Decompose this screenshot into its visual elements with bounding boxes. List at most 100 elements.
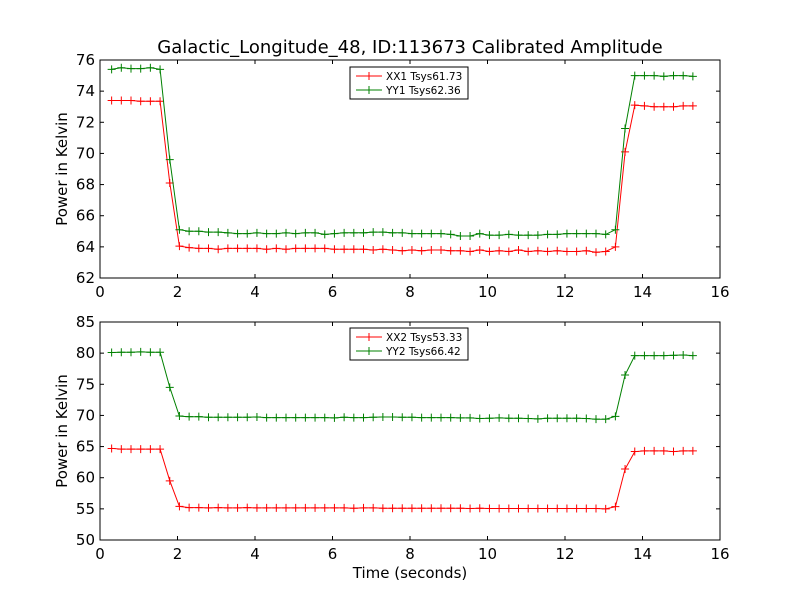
data-point — [311, 244, 320, 253]
data-point — [427, 229, 436, 238]
data-point — [446, 230, 455, 239]
data-point — [485, 414, 494, 423]
data-point — [136, 97, 145, 106]
data-point — [291, 413, 300, 422]
data-point — [359, 245, 368, 254]
data-point — [407, 229, 416, 238]
data-point — [688, 101, 697, 110]
data-point — [582, 246, 591, 255]
data-point — [533, 414, 542, 423]
x-tick-label: 6 — [328, 545, 338, 563]
data-point — [640, 351, 649, 360]
data-point — [340, 503, 349, 512]
data-point — [320, 413, 329, 422]
data-point — [427, 245, 436, 254]
data-point — [223, 228, 232, 237]
data-point — [233, 413, 242, 422]
data-point — [533, 246, 542, 255]
data-point — [601, 247, 610, 256]
y-tick-label: 72 — [76, 113, 95, 131]
data-point — [543, 504, 552, 513]
data-point — [553, 414, 562, 423]
legend: XX1 Tsys61.73 YY1 Tsys62.36 — [349, 66, 469, 100]
legend-marker — [365, 333, 373, 341]
data-point — [417, 413, 426, 422]
data-point — [262, 503, 271, 512]
data-point — [485, 247, 494, 256]
y-tick-label: 70 — [76, 406, 95, 424]
data-point — [194, 227, 203, 236]
data-point — [514, 504, 523, 513]
x-tick-label: 0 — [95, 283, 105, 301]
data-point — [582, 229, 591, 238]
data-point — [272, 413, 281, 422]
data-point — [243, 503, 252, 512]
data-point — [524, 247, 533, 256]
y-tick-label: 70 — [76, 144, 95, 162]
x-tick-label: 14 — [633, 545, 652, 563]
legend-label: XX2 Tsys53.33 — [386, 332, 462, 344]
data-point — [524, 504, 533, 513]
legend-box — [349, 66, 469, 100]
series-2-1 — [107, 444, 697, 513]
data-point — [185, 503, 194, 512]
data-point — [291, 503, 300, 512]
data-point — [533, 231, 542, 240]
data-point — [301, 244, 310, 253]
data-point — [659, 102, 668, 111]
data-point — [669, 71, 678, 80]
data-point — [572, 414, 581, 423]
data-point — [117, 348, 126, 357]
y-tick-label: 60 — [76, 469, 95, 487]
data-point — [146, 348, 155, 357]
data-point — [495, 231, 504, 240]
data-point — [369, 228, 378, 237]
data-point — [223, 503, 232, 512]
data-point — [349, 413, 358, 422]
data-point — [446, 413, 455, 422]
data-point — [659, 72, 668, 81]
data-point — [446, 504, 455, 513]
data-point — [417, 246, 426, 255]
y-tick-label: 80 — [76, 344, 95, 362]
data-point — [330, 229, 339, 238]
data-point — [243, 413, 252, 422]
data-point — [417, 229, 426, 238]
data-point — [291, 229, 300, 238]
data-point — [262, 229, 271, 238]
data-point — [262, 245, 271, 254]
data-point — [437, 413, 445, 422]
data-point — [630, 71, 639, 80]
data-point — [165, 383, 174, 392]
data-point — [679, 351, 688, 360]
data-point — [291, 244, 300, 253]
data-point — [175, 502, 184, 511]
data-point — [340, 413, 349, 422]
data-point — [107, 96, 116, 105]
data-point — [311, 413, 320, 422]
data-point — [194, 412, 203, 421]
data-point — [427, 504, 436, 513]
x-tick-label: 10 — [478, 283, 497, 301]
data-point — [514, 231, 523, 240]
data-point — [233, 503, 242, 512]
data-point — [543, 247, 552, 256]
data-point — [156, 445, 165, 454]
data-point — [553, 246, 562, 255]
legend-marker — [365, 72, 373, 80]
data-point — [621, 370, 630, 379]
data-point — [601, 415, 610, 424]
data-point — [127, 445, 135, 454]
data-point — [340, 228, 349, 237]
data-point — [252, 412, 261, 421]
data-point — [456, 504, 465, 513]
y-tick-label: 85 — [76, 313, 95, 331]
data-point — [427, 413, 436, 422]
data-point — [282, 245, 290, 254]
data-point — [330, 413, 339, 422]
data-point — [388, 245, 397, 254]
data-point — [592, 415, 600, 424]
y-tick-label: 66 — [76, 207, 95, 225]
data-point — [330, 245, 339, 254]
data-point — [301, 413, 310, 422]
